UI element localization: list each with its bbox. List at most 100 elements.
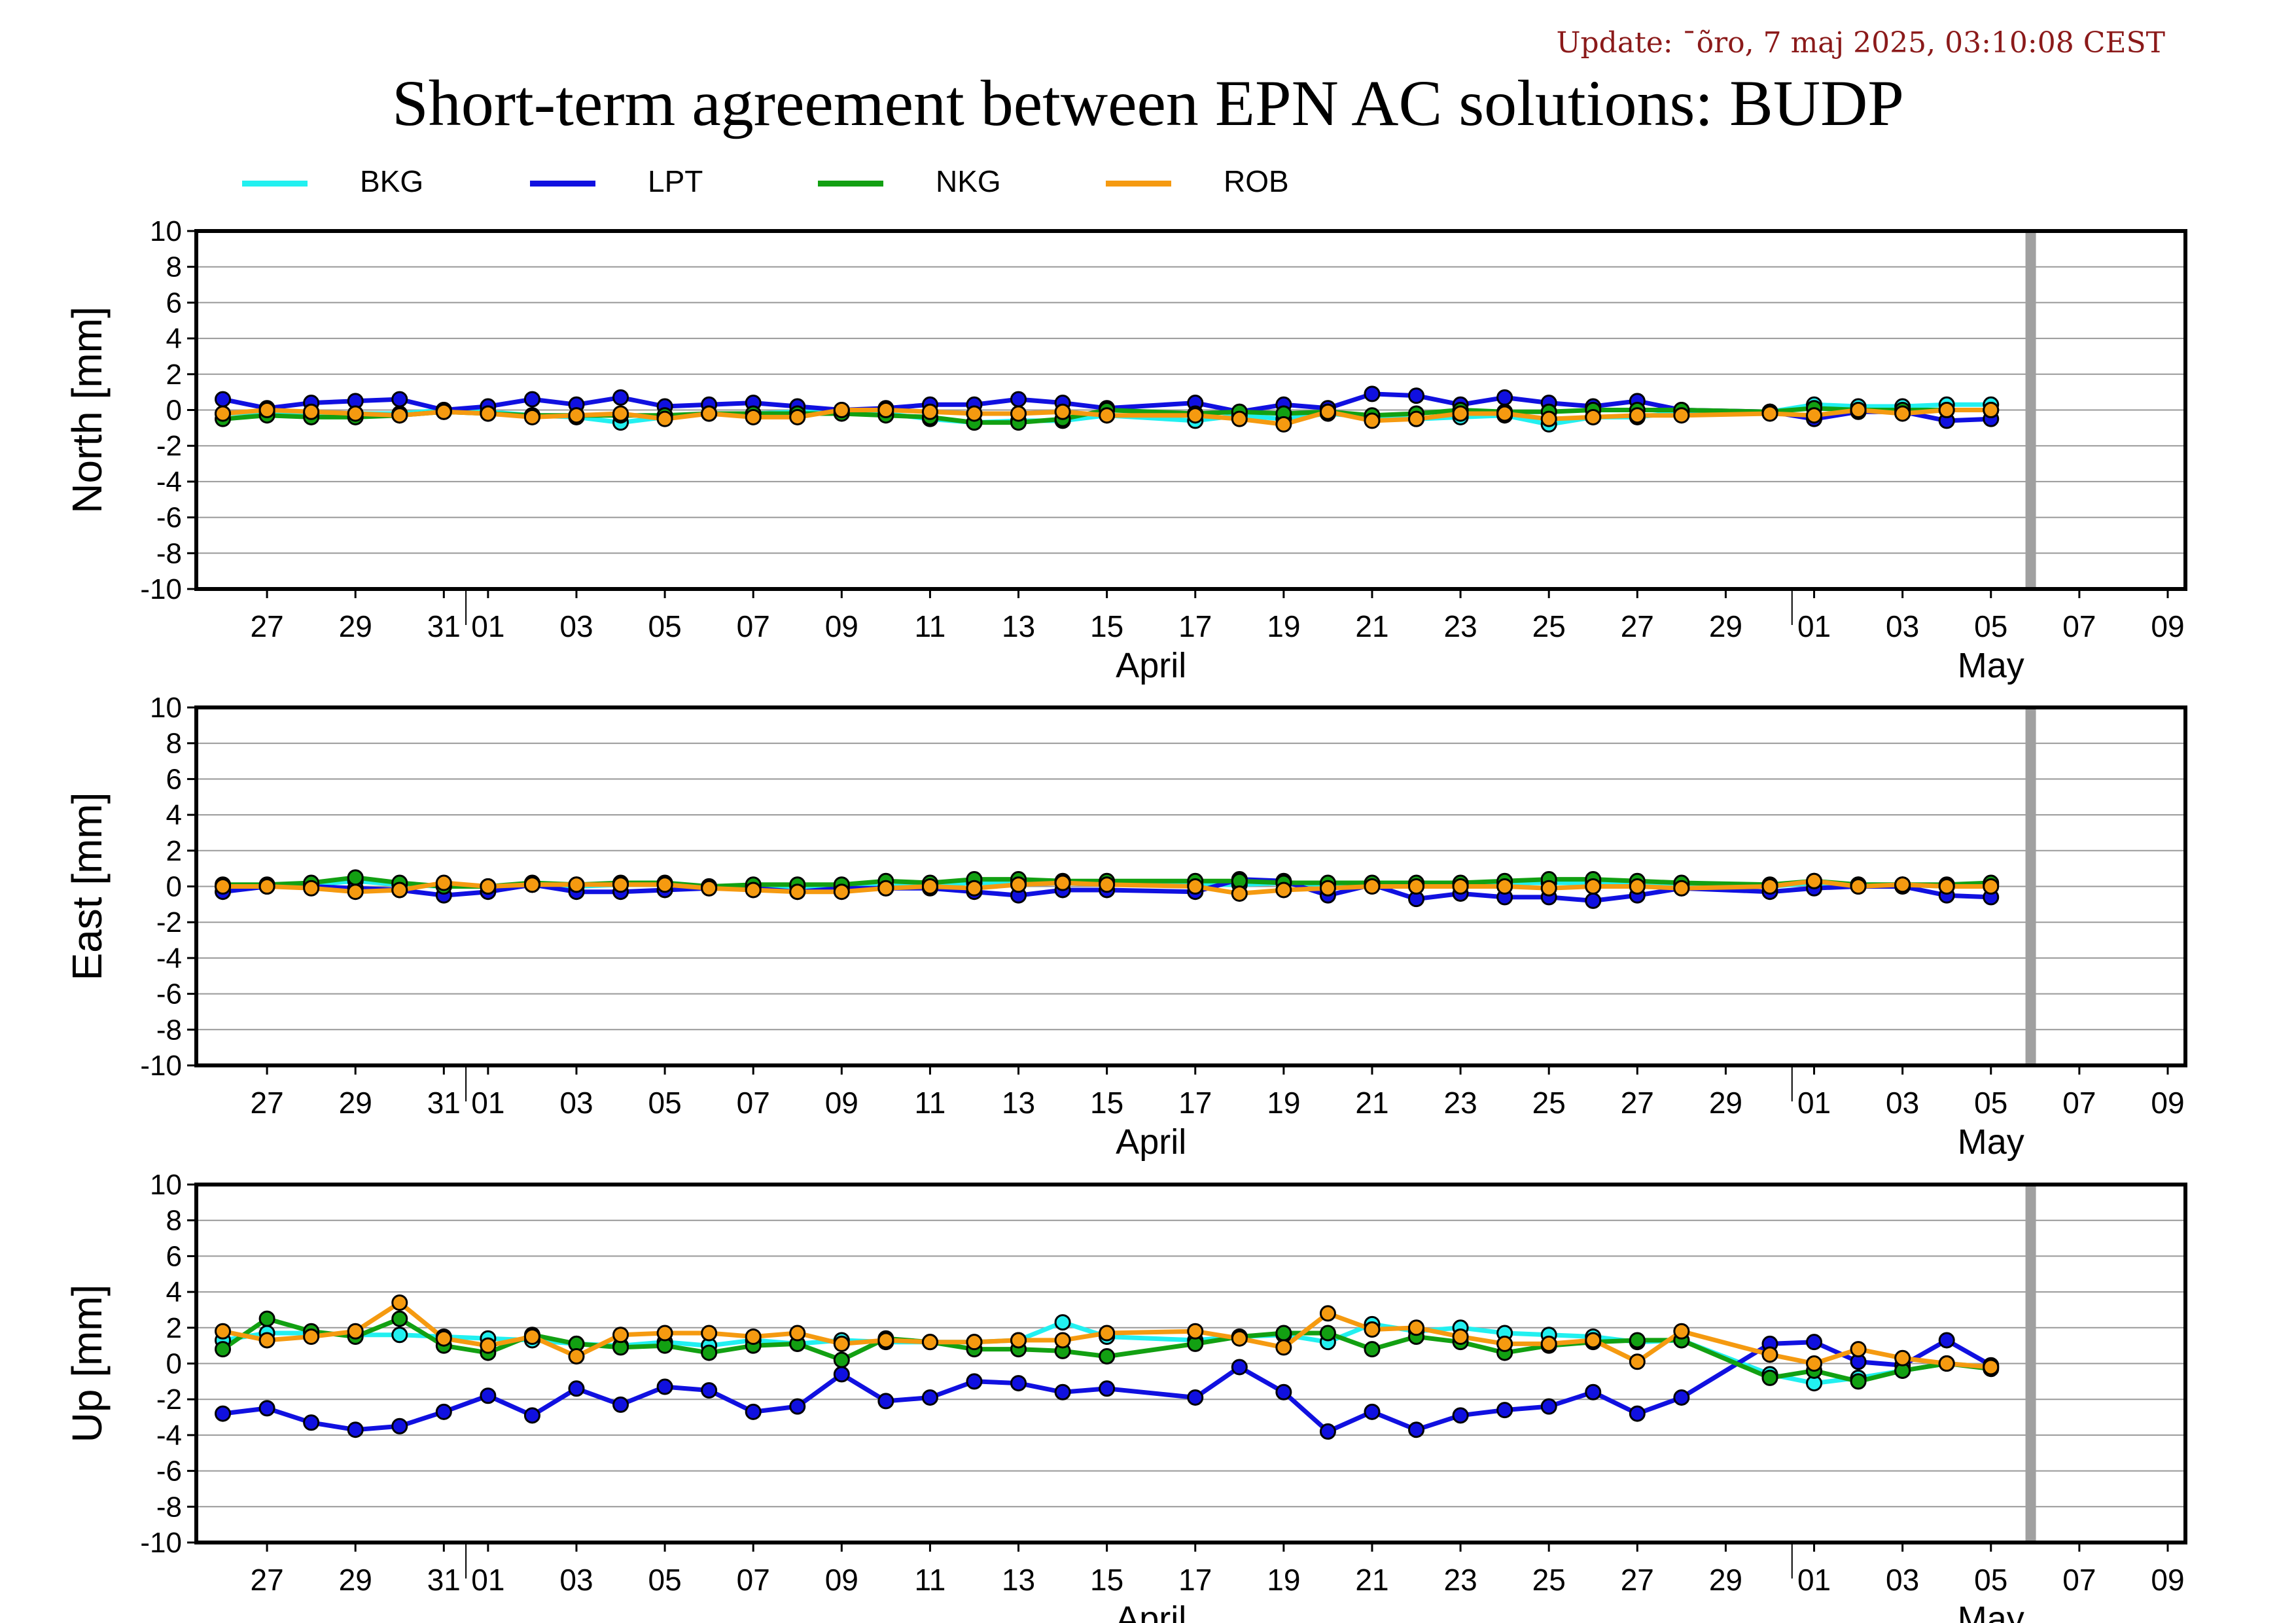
data-point-east-rob	[1187, 878, 1204, 895]
current-day-marker-north	[2025, 231, 2036, 589]
data-point-up-rob	[1938, 1355, 1955, 1372]
legend-label-lpt: LPT	[648, 164, 703, 198]
data-point-north-lpt	[1408, 387, 1425, 404]
data-point-up-lpt	[966, 1373, 983, 1390]
data-point-north-rob	[1983, 402, 2000, 418]
data-point-up-nkg	[1275, 1325, 1292, 1342]
data-point-north-lpt	[523, 391, 540, 408]
data-point-up-lpt	[1231, 1359, 1248, 1376]
x-tick-label-north: 31	[427, 609, 461, 643]
y-tick-label-up: 8	[166, 1205, 182, 1237]
y-tick-label-up: -4	[156, 1419, 182, 1452]
x-tick-label-north: 11	[915, 609, 946, 643]
update-timestamp: Update: ¯õro, 7 maj 2025, 03:10:08 CEST	[1556, 26, 2165, 60]
x-tick-label-east: 01	[471, 1086, 504, 1120]
data-point-up-rob	[1054, 1332, 1071, 1349]
data-point-east-rob	[523, 876, 540, 893]
data-point-up-rob	[215, 1323, 232, 1340]
data-point-east-rob	[480, 878, 497, 895]
y-tick-label-east: -10	[140, 1050, 182, 1082]
data-point-north-rob	[1275, 416, 1292, 433]
data-point-up-bkg	[391, 1327, 408, 1344]
data-point-east-rob	[1938, 878, 1955, 895]
data-point-up-nkg	[1629, 1332, 1646, 1349]
data-point-up-rob	[1319, 1305, 1336, 1322]
data-point-up-bkg	[1054, 1314, 1071, 1331]
data-point-north-rob	[1761, 405, 1778, 422]
data-point-east-rob	[921, 878, 938, 895]
data-point-east-rob	[1629, 878, 1646, 895]
data-point-north-lpt	[1364, 385, 1381, 402]
legend-swatch-rob	[1106, 181, 1171, 187]
x-tick-label-north: 29	[339, 609, 372, 643]
y-tick-label-up: 0	[166, 1348, 182, 1380]
data-point-north-rob	[1187, 407, 1204, 424]
x-tick-label-east: 13	[1002, 1086, 1035, 1120]
y-tick-label-up: -6	[156, 1455, 182, 1488]
x-tick-label-north: 27	[251, 609, 284, 643]
data-point-up-nkg	[391, 1310, 408, 1327]
x-tick-label-east: 29	[339, 1086, 372, 1120]
current-day-marker-east	[2025, 707, 2036, 1065]
y-tick-label-north: 6	[166, 287, 182, 319]
y-tick-label-up: 6	[166, 1240, 182, 1272]
data-point-up-rob	[1806, 1355, 1823, 1372]
x-tick-label-up: 23	[1444, 1563, 1477, 1597]
x-tick-label-up: 29	[339, 1563, 372, 1597]
data-point-up-rob	[1983, 1359, 2000, 1376]
plot-frame-up	[194, 1183, 2187, 1544]
legend-swatch-lpt	[530, 181, 595, 187]
month-label-east: May	[1958, 1122, 2024, 1162]
data-point-up-nkg	[1099, 1348, 1116, 1365]
data-point-up-rob	[1540, 1335, 1557, 1352]
data-point-up-lpt	[1408, 1421, 1425, 1438]
data-point-east-lpt	[1585, 892, 1602, 909]
data-point-up-nkg	[215, 1341, 232, 1358]
data-point-east-rob	[435, 874, 452, 891]
x-tick-label-up: 01	[471, 1563, 504, 1597]
data-point-east-rob	[1408, 878, 1425, 895]
x-tick-label-up: 09	[2151, 1563, 2184, 1597]
data-point-east-rob	[391, 882, 408, 899]
data-point-up-rob	[1452, 1328, 1469, 1345]
x-tick-label-up: 03	[559, 1563, 593, 1597]
data-point-up-lpt	[1010, 1375, 1027, 1392]
x-tick-label-north: 27	[1621, 609, 1654, 643]
x-tick-label-north: 23	[1444, 609, 1477, 643]
data-point-east-rob	[303, 880, 320, 897]
data-point-up-rob	[745, 1328, 762, 1345]
x-tick-label-north: 25	[1532, 609, 1566, 643]
data-point-north-rob	[391, 407, 408, 424]
y-tick-label-up: -10	[140, 1527, 182, 1559]
y-tick-label-east: -4	[156, 942, 182, 974]
data-point-north-lpt	[391, 391, 408, 408]
data-point-north-rob	[921, 403, 938, 420]
data-point-east-rob	[1099, 876, 1116, 893]
data-point-north-rob	[1585, 408, 1602, 425]
x-tick-label-east: 09	[825, 1086, 858, 1120]
x-tick-label-east: 27	[251, 1086, 284, 1120]
data-point-up-rob	[347, 1323, 364, 1340]
data-point-up-rob	[877, 1332, 894, 1349]
data-point-up-nkg	[1319, 1325, 1336, 1342]
x-tick-label-north: 05	[1974, 609, 2007, 643]
data-point-east-rob	[1231, 885, 1248, 902]
data-point-up-lpt	[612, 1396, 629, 1413]
data-point-east-rob	[1010, 876, 1027, 893]
x-tick-label-up: 25	[1532, 1563, 1566, 1597]
month-label-up: May	[1958, 1599, 2024, 1623]
data-point-up-rob	[1010, 1332, 1027, 1349]
y-tick-label-east: 4	[166, 799, 182, 831]
data-point-up-lpt	[1054, 1383, 1071, 1400]
data-point-up-lpt	[480, 1387, 497, 1404]
x-tick-label-east: 27	[1621, 1086, 1654, 1120]
y-tick-label-east: 10	[150, 692, 182, 724]
data-point-up-rob	[1231, 1330, 1248, 1347]
data-point-up-lpt	[1364, 1403, 1381, 1420]
data-point-up-lpt	[921, 1389, 938, 1406]
legend-swatch-bkg	[242, 181, 308, 187]
y-tick-label-east: 0	[166, 871, 182, 903]
month-label-up: April	[1116, 1599, 1186, 1623]
y-tick-label-east: 8	[166, 728, 182, 760]
y-tick-label-north: -2	[156, 430, 182, 462]
